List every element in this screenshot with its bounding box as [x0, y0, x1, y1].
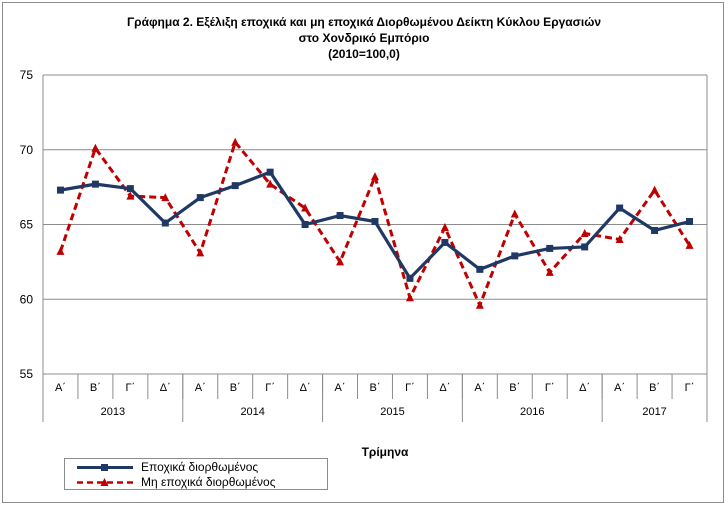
series-1-point — [336, 257, 345, 266]
series-0-point — [91, 180, 99, 188]
x-tick-label-quarter: Γ΄ — [265, 382, 275, 394]
y-tick-label: 65 — [20, 218, 34, 232]
y-tick-label: 75 — [20, 68, 34, 82]
y-tick-label: 60 — [20, 292, 34, 306]
series-1-point — [56, 246, 65, 255]
series-0-point — [441, 238, 449, 246]
series-0-point — [651, 226, 659, 234]
chart-title-line3: (2010=100,0) — [328, 47, 400, 61]
y-tick-label: 55 — [20, 367, 34, 381]
series-1-point — [650, 185, 659, 194]
series-1-point — [371, 172, 379, 181]
series-0-point — [301, 221, 309, 228]
series-0-point — [126, 185, 134, 193]
y-tick-label: 70 — [20, 143, 34, 157]
series-1-point — [475, 300, 484, 309]
x-tick-label-quarter: Δ΄ — [579, 382, 590, 394]
series-0-point — [686, 218, 694, 226]
x-tick-label-quarter: Β΄ — [230, 382, 241, 394]
x-tick-label-quarter: Α΄ — [195, 382, 206, 394]
x-tick-label-quarter: Γ΄ — [685, 382, 695, 394]
x-tick-label-year: 2017 — [642, 406, 666, 418]
legend-label-nonseasonal: Μη εποχικά διορθωμένος — [141, 475, 276, 489]
x-tick-label-quarter: Δ΄ — [300, 382, 311, 394]
x-tick-label-year: 2016 — [520, 406, 544, 418]
x-tick-label-quarter: Γ΄ — [405, 382, 415, 394]
series-1-point — [301, 203, 310, 212]
series-0-point — [476, 265, 484, 273]
x-tick-label-quarter: Α΄ — [614, 382, 625, 394]
series-1-point — [266, 179, 275, 188]
x-tick-label-quarter: Α΄ — [55, 382, 66, 394]
x-tick-label-quarter: Δ΄ — [160, 382, 171, 394]
x-tick-label-quarter: Β΄ — [370, 382, 381, 394]
x-tick-label-quarter: Γ΄ — [545, 382, 555, 394]
x-tick-label-year: 2013 — [101, 406, 125, 418]
series-1-point — [196, 248, 205, 257]
series-0-point — [406, 274, 414, 282]
chart-legend: Εποχικά διορθωμένος Μη εποχικά διορθωμέν… — [64, 458, 328, 490]
series-0-point — [581, 243, 589, 251]
series-0-point — [616, 204, 624, 212]
series-1-point — [510, 209, 519, 218]
series-0-point — [546, 244, 554, 252]
series-0-point — [266, 168, 274, 176]
x-axis-title: Τρίμηνα — [362, 445, 409, 459]
legend-item-seasonal: Εποχικά διορθωμένος — [65, 460, 327, 475]
x-tick-label-quarter: Β΄ — [90, 382, 101, 394]
x-tick-label-year: 2015 — [380, 406, 404, 418]
chart-title-line2: στο Χονδρικό Εμπόριο — [298, 31, 430, 45]
x-tick-label-quarter: Α΄ — [474, 382, 485, 394]
x-tick-label-year: 2014 — [240, 406, 264, 418]
x-tick-label-quarter: Β΄ — [649, 382, 660, 394]
series-line-0 — [60, 170, 690, 280]
x-tick-label-quarter: Α΄ — [335, 382, 346, 394]
series-0-point — [511, 252, 519, 260]
series-1-point — [615, 234, 624, 243]
series-1-point — [685, 240, 694, 249]
series-1-point — [161, 193, 170, 202]
series-1-point — [440, 222, 449, 231]
x-tick-label-quarter: Β΄ — [509, 382, 520, 394]
series-1-point — [231, 137, 240, 146]
series-0-point — [196, 194, 204, 202]
x-tick-label-quarter: Δ΄ — [439, 382, 450, 394]
series-0-point — [161, 219, 169, 227]
series-0-point — [336, 212, 344, 220]
chart-title: Γράφημα 2. Εξέλιξη εποχικά και μη εποχικ… — [0, 14, 728, 62]
series-1-point — [126, 191, 135, 200]
series-1-point — [91, 143, 100, 152]
series-0-point — [371, 218, 379, 226]
series-1-point — [545, 267, 554, 276]
legend-item-nonseasonal: Μη εποχικά διορθωμένος — [65, 475, 327, 490]
series-0-point — [231, 182, 239, 190]
series-0-point — [56, 186, 64, 194]
x-tick-label-quarter: Γ΄ — [126, 382, 136, 394]
legend-label-seasonal: Εποχικά διορθωμένος — [141, 460, 259, 474]
legend-swatch-seasonal — [77, 464, 133, 471]
series-1-point — [405, 293, 414, 302]
series-1-point — [580, 228, 589, 237]
legend-swatch-nonseasonal — [77, 478, 133, 486]
chart-title-line1: Γράφημα 2. Εξέλιξη εποχικά και μη εποχικ… — [126, 15, 602, 29]
